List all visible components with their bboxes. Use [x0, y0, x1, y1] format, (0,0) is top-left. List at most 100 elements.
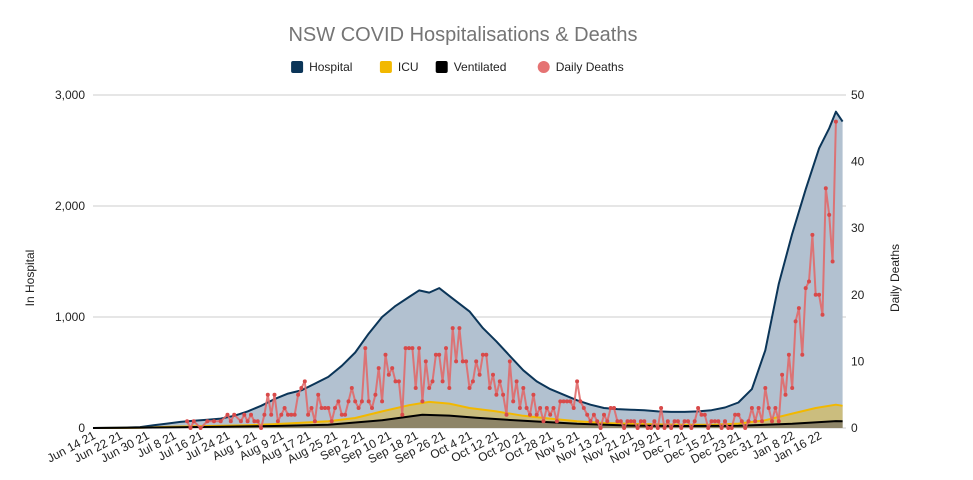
daily-deaths-point	[326, 406, 331, 410]
daily-deaths-point	[454, 359, 459, 364]
daily-deaths-point	[420, 399, 425, 404]
daily-deaths-point	[534, 412, 539, 417]
daily-deaths-point	[491, 372, 495, 377]
daily-deaths-point	[793, 319, 798, 324]
daily-deaths-point	[571, 406, 576, 410]
daily-deaths-point	[538, 406, 543, 410]
daily-deaths-point	[393, 379, 398, 384]
daily-deaths-point	[339, 412, 344, 417]
daily-deaths-point	[447, 386, 452, 390]
daily-deaths-point	[598, 426, 603, 430]
daily-deaths-point	[790, 386, 795, 390]
daily-deaths-point	[669, 426, 674, 430]
daily-deaths-point	[605, 419, 610, 424]
daily-deaths-point	[817, 292, 822, 297]
daily-deaths-point	[625, 419, 630, 424]
daily-deaths-point	[185, 419, 190, 424]
daily-deaths-point	[746, 419, 751, 424]
daily-deaths-point	[440, 379, 445, 384]
daily-deaths-point	[733, 412, 738, 417]
daily-deaths-point	[212, 419, 216, 424]
daily-deaths-point	[292, 412, 297, 417]
daily-deaths-point	[383, 352, 388, 357]
y-tick-label: 2,000	[55, 199, 85, 213]
daily-deaths-point	[692, 419, 697, 424]
daily-deaths-point	[249, 412, 253, 417]
daily-deaths-point	[783, 392, 788, 397]
daily-deaths-point	[269, 412, 274, 417]
y2-tick-label: 10	[851, 354, 865, 368]
daily-deaths-point	[282, 406, 287, 410]
daily-deaths-point	[275, 419, 280, 424]
daily-deaths-point	[706, 426, 711, 430]
daily-deaths-point	[743, 426, 748, 430]
daily-deaths-point	[390, 366, 395, 371]
daily-deaths-point	[709, 419, 714, 424]
daily-deaths-point	[827, 212, 832, 217]
daily-deaths-point	[796, 306, 801, 311]
daily-deaths-point	[457, 326, 462, 331]
daily-deaths-point	[807, 279, 811, 284]
daily-deaths-point	[541, 419, 546, 424]
daily-deaths-point	[578, 399, 583, 404]
daily-deaths-point	[786, 352, 791, 357]
daily-deaths-point	[218, 419, 223, 424]
daily-deaths-point	[511, 399, 516, 404]
daily-deaths-point	[333, 406, 337, 410]
icu-area	[93, 401, 843, 428]
legend-swatch-daily-deaths	[537, 61, 550, 73]
daily-deaths-point	[245, 419, 250, 424]
legend-label-icu: ICU	[398, 60, 419, 74]
daily-deaths-point	[403, 346, 408, 351]
daily-deaths-point	[813, 292, 818, 297]
daily-deaths-point	[800, 352, 805, 357]
legend-swatch-icu	[379, 61, 392, 73]
daily-deaths-point	[679, 426, 684, 430]
hospital-line	[92, 110, 844, 429]
daily-deaths-point	[833, 119, 838, 124]
daily-deaths-point	[780, 372, 785, 377]
daily-deaths-point	[719, 426, 724, 430]
daily-deaths-point	[497, 379, 502, 384]
daily-deaths-point	[400, 412, 405, 417]
daily-deaths-point	[635, 426, 640, 430]
daily-deaths-point	[252, 419, 257, 424]
daily-deaths-point	[524, 406, 529, 410]
daily-deaths-point	[665, 419, 670, 424]
daily-deaths-point	[410, 346, 415, 351]
daily-deaths-point	[565, 399, 569, 404]
daily-deaths-point	[323, 406, 327, 410]
daily-deaths-point	[205, 419, 210, 424]
daily-deaths-point	[716, 419, 721, 424]
daily-deaths-point	[353, 399, 358, 404]
daily-deaths-point	[225, 412, 230, 417]
legend-label-hospital: Hospital	[309, 60, 352, 74]
daily-deaths-point	[501, 392, 506, 397]
y-tick-label: 3,000	[55, 88, 85, 102]
daily-deaths-point	[712, 419, 717, 424]
daily-deaths-point	[343, 412, 348, 417]
daily-deaths-point	[548, 412, 553, 417]
daily-deaths-point	[591, 412, 596, 417]
daily-deaths-point	[561, 399, 566, 404]
daily-deaths-point	[191, 419, 196, 424]
daily-deaths-point	[581, 406, 586, 410]
daily-deaths-point	[632, 419, 637, 424]
daily-deaths-point	[696, 406, 701, 410]
daily-deaths-point	[262, 412, 267, 417]
daily-deaths-point	[585, 412, 590, 417]
daily-deaths-point	[568, 399, 573, 404]
daily-deaths-point	[316, 392, 321, 397]
legend-swatch-hospital	[291, 61, 304, 73]
daily-deaths-point	[682, 419, 687, 424]
daily-deaths-line	[186, 121, 837, 429]
daily-deaths-point	[238, 419, 243, 424]
daily-deaths-point	[380, 399, 385, 404]
daily-deaths-point	[232, 412, 237, 417]
daily-deaths-point	[427, 386, 432, 390]
daily-deaths-point	[198, 426, 203, 430]
deaths-series	[185, 119, 838, 430]
daily-deaths-point	[749, 406, 754, 410]
daily-deaths-point	[739, 419, 744, 424]
daily-deaths-point	[773, 406, 778, 410]
